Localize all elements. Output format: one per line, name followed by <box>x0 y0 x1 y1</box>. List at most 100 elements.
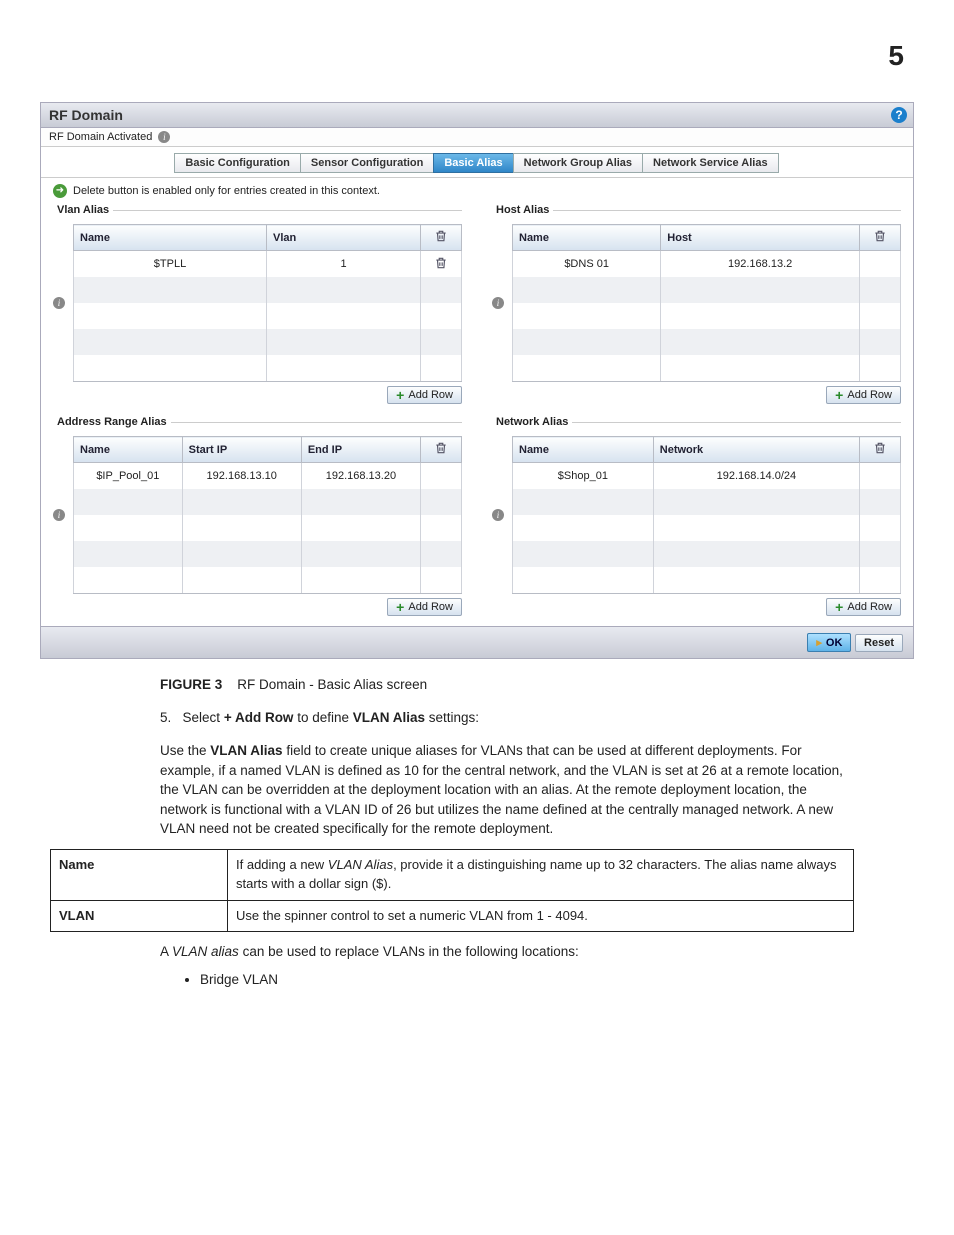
para2-text: A <box>160 944 172 959</box>
panel-header: RF Domain ? <box>41 103 913 128</box>
info-icon[interactable]: i <box>158 131 170 143</box>
add-row-button[interactable]: + Add Row <box>826 598 901 616</box>
def-key: Name <box>51 849 228 900</box>
note-icon: ➜ <box>53 184 67 198</box>
trash-icon <box>434 229 448 243</box>
step-text3: settings: <box>425 710 479 725</box>
cell-name: $DNS 01 <box>513 251 661 278</box>
table-row[interactable]: $IP_Pool_01 192.168.13.10 192.168.13.20 <box>74 463 462 490</box>
vlan-alias-section: Vlan Alias i Name Vlan $TPLL 1 <box>53 204 462 404</box>
vlan-alias-table: Name Vlan $TPLL 1 <box>73 224 462 382</box>
col-vlan[interactable]: Vlan <box>267 225 421 251</box>
def-em: VLAN Alias <box>328 857 393 872</box>
tab-basic-config[interactable]: Basic Configuration <box>174 153 301 173</box>
definition-table: Name If adding a new VLAN Alias, provide… <box>50 849 854 933</box>
step-text2: to define <box>293 710 352 725</box>
col-host[interactable]: Host <box>661 225 860 251</box>
def-key: VLAN <box>51 900 228 932</box>
context-note: ➜ Delete button is enabled only for entr… <box>41 178 913 204</box>
ok-label: OK <box>826 637 843 649</box>
col-delete <box>421 437 462 463</box>
note-text: Delete button is enabled only for entrie… <box>73 185 380 197</box>
step-bold1: + Add Row <box>224 710 294 725</box>
help-icon[interactable]: ? <box>891 107 907 123</box>
para2-em: VLAN alias <box>172 944 239 959</box>
step-bold2: VLAN Alias <box>353 710 425 725</box>
tab-network-group-alias[interactable]: Network Group Alias <box>513 153 643 173</box>
network-alias-legend: Network Alias <box>492 416 572 428</box>
col-name[interactable]: Name <box>513 437 654 463</box>
trash-icon <box>434 441 448 455</box>
plus-icon: + <box>835 601 843 613</box>
panel-footer: ▸ OK Reset <box>41 626 913 658</box>
cell-name: $Shop_01 <box>513 463 654 490</box>
network-alias-table: Name Network $Shop_01 192.168.14.0/24 <box>512 436 901 594</box>
col-endip[interactable]: End IP <box>301 437 420 463</box>
step-5: 5. Select + Add Row to define VLAN Alias… <box>160 708 854 728</box>
plus-icon: + <box>396 389 404 401</box>
tab-basic-alias[interactable]: Basic Alias <box>433 153 513 173</box>
add-row-label: Add Row <box>847 601 892 613</box>
col-name[interactable]: Name <box>74 437 183 463</box>
add-row-button[interactable]: + Add Row <box>826 386 901 404</box>
col-delete <box>860 225 901 251</box>
vlan-alias-legend: Vlan Alias <box>53 204 113 216</box>
trash-icon <box>873 229 887 243</box>
def-val: Use the spinner control to set a numeric… <box>228 900 854 932</box>
add-row-label: Add Row <box>408 601 453 613</box>
vlan-alias-paragraph: Use the VLAN Alias field to create uniqu… <box>160 741 854 839</box>
cell-network: 192.168.14.0/24 <box>653 463 859 490</box>
cell-vlan: 1 <box>267 251 421 278</box>
add-row-label: Add Row <box>847 389 892 401</box>
col-name[interactable]: Name <box>74 225 267 251</box>
figure-label: FIGURE 3 <box>160 677 222 692</box>
list-item: Bridge VLAN <box>200 970 854 990</box>
address-range-legend: Address Range Alias <box>53 416 171 428</box>
table-row[interactable]: $DNS 01 192.168.13.2 <box>513 251 901 278</box>
figure-caption-text: RF Domain - Basic Alias screen <box>237 677 427 692</box>
page-number: 5 <box>40 40 904 72</box>
step-text: Select <box>183 710 224 725</box>
tab-sensor-config[interactable]: Sensor Configuration <box>300 153 434 173</box>
panel-title: RF Domain <box>49 107 123 123</box>
trash-icon <box>873 441 887 455</box>
info-icon[interactable]: i <box>53 509 65 521</box>
host-alias-section: Host Alias i Name Host $DNS 01 192.1 <box>492 204 901 404</box>
tab-network-service-alias[interactable]: Network Service Alias <box>642 153 779 173</box>
tab-bar: Basic Configuration Sensor Configuration… <box>41 147 913 178</box>
cell-name: $IP_Pool_01 <box>74 463 183 490</box>
reset-button[interactable]: Reset <box>855 634 903 652</box>
panel-subheader: RF Domain Activated i <box>41 128 913 147</box>
table-row: VLAN Use the spinner control to set a nu… <box>51 900 854 932</box>
add-row-button[interactable]: + Add Row <box>387 598 462 616</box>
network-alias-section: Network Alias i Name Network $Shop_01 <box>492 416 901 616</box>
info-icon[interactable]: i <box>492 297 504 309</box>
step-number: 5. <box>160 710 171 725</box>
ok-button[interactable]: ▸ OK <box>807 633 851 652</box>
col-network[interactable]: Network <box>653 437 859 463</box>
rf-domain-panel: RF Domain ? RF Domain Activated i Basic … <box>40 102 914 659</box>
def-text: If adding a new <box>236 857 328 872</box>
plus-icon: + <box>835 389 843 401</box>
add-row-button[interactable]: +Add Row <box>387 386 462 404</box>
table-row[interactable]: $Shop_01 192.168.14.0/24 <box>513 463 901 490</box>
plus-icon: + <box>396 601 404 613</box>
info-icon[interactable]: i <box>492 509 504 521</box>
cell-name: $TPLL <box>74 251 267 278</box>
col-name[interactable]: Name <box>513 225 661 251</box>
table-row[interactable]: $TPLL 1 <box>74 251 462 278</box>
para-text: Use the <box>160 743 210 758</box>
info-icon[interactable]: i <box>53 297 65 309</box>
col-startip[interactable]: Start IP <box>182 437 301 463</box>
vlan-alias-locations: A VLAN alias can be used to replace VLAN… <box>160 942 854 962</box>
trash-icon[interactable] <box>434 256 448 270</box>
figure-caption: FIGURE 3 RF Domain - Basic Alias screen <box>160 675 854 695</box>
ok-arrow-icon: ▸ <box>816 636 822 649</box>
para2-text2: can be used to replace VLANs in the foll… <box>239 944 579 959</box>
address-range-table: Name Start IP End IP $IP_Pool_01 192.168… <box>73 436 462 594</box>
address-range-alias-section: Address Range Alias i Name Start IP End … <box>53 416 462 616</box>
cell-delete[interactable] <box>421 251 462 278</box>
host-alias-table: Name Host $DNS 01 192.168.13.2 <box>512 224 901 382</box>
col-delete <box>860 437 901 463</box>
panel-subtitle: RF Domain Activated <box>49 131 152 143</box>
